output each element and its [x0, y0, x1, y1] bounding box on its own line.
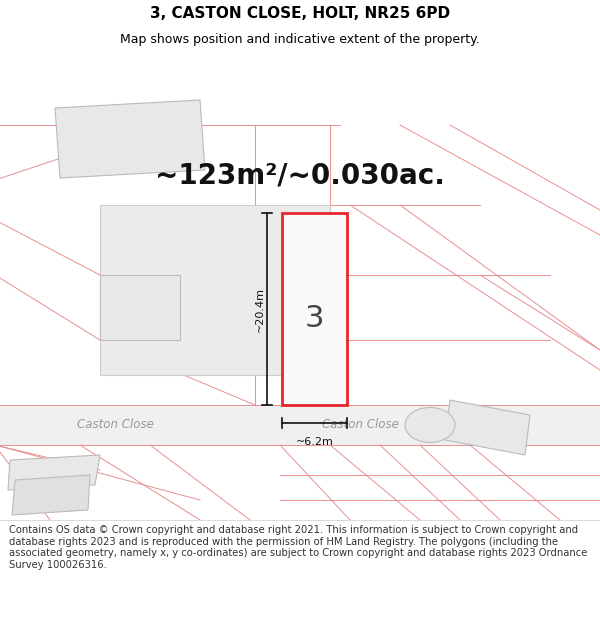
- Text: ~6.2m: ~6.2m: [296, 437, 334, 447]
- Polygon shape: [55, 100, 205, 178]
- Ellipse shape: [405, 408, 455, 442]
- Text: ~123m²/~0.030ac.: ~123m²/~0.030ac.: [155, 161, 445, 189]
- Bar: [100, 275, 180, 340]
- Text: Caston Close: Caston Close: [322, 419, 398, 431]
- Text: Caston Close: Caston Close: [77, 419, 154, 431]
- Text: Contains OS data © Crown copyright and database right 2021. This information is : Contains OS data © Crown copyright and d…: [9, 525, 587, 570]
- Text: 3, CASTON CLOSE, HOLT, NR25 6PD: 3, CASTON CLOSE, HOLT, NR25 6PD: [150, 6, 450, 21]
- Polygon shape: [445, 400, 530, 455]
- Polygon shape: [12, 475, 90, 515]
- Text: ~20.4m: ~20.4m: [255, 286, 265, 331]
- Polygon shape: [8, 455, 100, 490]
- Bar: [100, 205, 330, 375]
- Bar: [0, 405, 600, 445]
- Bar: [282, 213, 347, 405]
- Text: Map shows position and indicative extent of the property.: Map shows position and indicative extent…: [120, 32, 480, 46]
- Text: 3: 3: [305, 304, 324, 333]
